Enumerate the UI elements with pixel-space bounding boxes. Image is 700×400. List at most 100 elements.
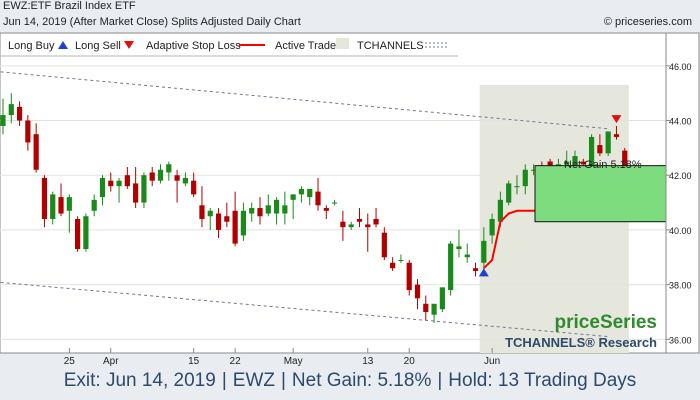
candle-body [174,175,180,181]
y-tick-label: 44.00 [669,117,692,127]
x-tick-label: Jun [484,356,500,367]
candle-body [141,175,147,203]
candle-body [489,218,495,236]
candle-body [298,188,305,195]
candle-body [265,205,271,214]
candle-body [406,262,412,291]
y-tick-label: 42.00 [669,171,692,181]
net-gain: Net Gain: 5.18% [291,370,432,391]
x-tick-label: Apr [103,356,119,367]
candle-body [191,180,197,195]
candle-body [33,134,39,170]
candle-body [597,145,603,154]
candle-body [66,197,72,211]
legend-tchannels-label: TCHANNELS [357,40,424,52]
long-sell-icon [124,41,134,49]
candle-body [58,197,64,214]
sell-marker-icon [611,115,622,124]
candle-body [373,218,379,225]
legend-long-buy-label: Long Buy [8,40,55,52]
candle-body [149,172,155,181]
candle-body [522,169,528,187]
hold-period: Hold: 13 Trading Days [448,370,637,391]
candle-body [282,205,288,214]
candle-body [423,303,429,312]
candle-body [497,199,503,222]
candle-body [431,303,437,315]
separator: | [280,370,286,391]
candle-body [75,218,81,250]
x-tick-label: May [284,356,303,367]
candle-body [456,246,462,250]
candle-body [356,218,363,222]
active-trade-swatch [336,38,349,49]
candle-body [166,164,172,173]
x-tick-label: 22 [230,356,242,367]
candle-body [307,188,313,198]
buy-marker-icon [478,268,489,277]
candle-body [224,216,230,222]
legend-active-trade-label: Active Trade [275,40,336,52]
candle-body [133,183,139,203]
candle-body [116,180,122,187]
candle-body [398,260,404,262]
candle-body [414,284,421,299]
candle-body [588,136,595,170]
candle-body [16,106,23,121]
candle-body [25,120,31,143]
y-tick-label: 46.00 [669,62,692,72]
y-tick-label: 40.00 [669,226,692,236]
candle-body [323,208,329,211]
legend-adaptive-stop-label: Adaptive Stop Loss [146,40,241,52]
candle-body [564,161,570,165]
candle-body [613,134,620,137]
candle-body [207,210,213,217]
candle-body [290,194,296,200]
long-buy-icon [58,41,68,49]
candle-body [381,232,387,258]
candle-body [439,287,445,310]
net-gain-box [534,165,667,223]
channel-lower-line [0,281,609,338]
candle-body [506,183,512,203]
candle-body [8,104,14,116]
tchannels-research-logo: TCHANNELS® Research [505,335,657,350]
chart-subtitle: Jun 14, 2019 (After Market Close) Splits… [3,16,301,28]
candle-body [232,210,238,244]
candle-body [572,156,578,165]
chart-title: EWZ:ETF Brazil Index ETF [3,0,136,12]
candle-body [340,221,346,228]
x-tick-label: 13 [362,356,374,367]
x-tick-label: 20 [404,356,416,367]
candle-body [365,224,371,228]
separator: | [437,370,443,391]
channel-upper-line [0,71,609,130]
legend-long-sell-label: Long Sell [75,40,121,52]
candle-body [215,213,222,230]
candle-body [199,205,205,219]
candle-body [622,150,628,168]
copyright-text: © priceseries.com [603,16,692,28]
candle-body [182,177,188,184]
exit-date: Exit: Jun 14, 2019 [63,370,216,391]
candle-body [605,131,611,154]
x-tick-label: 25 [64,356,76,367]
candle-body [108,180,114,187]
candle-body [99,177,106,198]
candle-body [0,115,6,126]
candle-body [273,199,280,214]
candle-body [332,202,338,204]
candle-body [50,194,56,219]
y-tick-label: 38.00 [669,281,692,291]
y-tick-label: 36.00 [669,335,692,345]
separator: | [221,370,227,391]
candle-body [257,208,263,217]
candle-body [530,169,537,171]
candle-body [41,177,48,219]
candle-body [83,216,89,250]
candle-body [240,210,247,236]
candle-body [448,243,454,291]
candle-body [348,224,354,228]
net-gain-box-label: Net Gain 5.18% [564,159,642,171]
